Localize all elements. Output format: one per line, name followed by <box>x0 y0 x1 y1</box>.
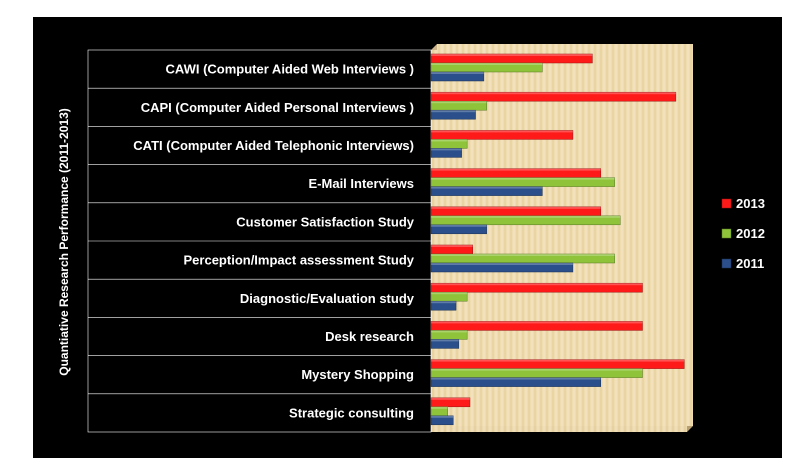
legend-swatch-2011 <box>721 258 732 269</box>
bar-highlight-2012-8 <box>431 368 643 371</box>
bar-highlight-2011-7 <box>431 339 459 342</box>
bar-2012-0 <box>430 62 543 73</box>
bar-highlight-2011-0 <box>431 72 484 74</box>
bar-2013-7 <box>430 321 643 331</box>
bar-highlight-2011-2 <box>431 148 462 151</box>
category-label: Mystery Shopping <box>301 367 414 382</box>
bar-2013-6 <box>430 282 643 293</box>
bar-2011-7 <box>430 339 460 349</box>
y-axis-title: Quantiative Research Performance (2011-2… <box>57 108 71 375</box>
category-label: Perception/Impact assessment Study <box>184 253 415 268</box>
bar-2013-2 <box>430 130 574 140</box>
bar-highlight-2012-9 <box>431 406 448 409</box>
bar-highlight-2012-1 <box>431 101 487 104</box>
bar-2012-4 <box>430 215 621 226</box>
bar-2011-4 <box>430 224 487 235</box>
category-label: Desk research <box>325 329 414 344</box>
bar-highlight-2012-7 <box>431 330 468 333</box>
bar-highlight-2011-8 <box>431 377 601 380</box>
category-label: CATI (Computer Aided Telephonic Intervie… <box>133 138 414 153</box>
bar-2011-1 <box>430 109 476 120</box>
category-label: Strategic consulting <box>289 405 414 420</box>
legend-swatch-2013 <box>721 198 732 209</box>
bar-highlight-2012-4 <box>431 215 621 218</box>
bar-highlight-2012-2 <box>431 139 468 142</box>
category-label: E-Mail Interviews <box>309 176 414 191</box>
bar-highlight-2013-7 <box>431 321 643 324</box>
bar-2011-2 <box>430 148 462 158</box>
bar-highlight-2012-6 <box>431 292 468 295</box>
legend-label-2013: 2013 <box>736 196 765 211</box>
legend-swatch-2012 <box>721 228 732 239</box>
bar-highlight-2011-1 <box>431 110 476 113</box>
bar-2013-9 <box>430 397 471 408</box>
category-label: CAWI (Computer Aided Web Interviews ) <box>166 62 414 77</box>
bar-highlight-2013-6 <box>431 283 643 286</box>
bar-highlight-2012-0 <box>431 63 543 65</box>
bar-2011-3 <box>430 186 543 196</box>
bar-highlight-2011-5 <box>431 263 573 265</box>
category-label: Diagnostic/Evaluation study <box>240 291 415 306</box>
bar-highlight-2011-6 <box>431 301 457 304</box>
legend-label-2012: 2012 <box>736 226 765 241</box>
bar-highlight-2013-4 <box>431 206 601 209</box>
bar-2011-9 <box>430 415 454 426</box>
bar-2013-1 <box>430 91 677 102</box>
bar-highlight-2013-0 <box>431 54 593 56</box>
bar-2011-8 <box>430 377 601 387</box>
category-label: CAPI (Computer Aided Personal Interviews… <box>141 100 414 115</box>
bar-highlight-2011-3 <box>431 186 543 189</box>
bar-highlight-2013-2 <box>431 130 573 133</box>
bar-highlight-2013-1 <box>431 92 676 95</box>
bar-2011-5 <box>430 262 574 273</box>
category-label: Customer Satisfaction Study <box>236 214 414 229</box>
bar-highlight-2013-3 <box>431 168 601 171</box>
bar-2011-6 <box>430 300 457 311</box>
bar-highlight-2013-9 <box>431 397 470 400</box>
bar-highlight-2013-5 <box>431 245 473 247</box>
bar-highlight-2011-9 <box>431 415 454 418</box>
bar-highlight-2011-4 <box>431 224 487 227</box>
bar-2011-0 <box>430 71 485 82</box>
bar-highlight-2012-3 <box>431 177 615 180</box>
legend-label-2011: 2011 <box>736 256 764 271</box>
bar-highlight-2013-8 <box>431 359 685 362</box>
bar-highlight-2012-5 <box>431 254 615 256</box>
